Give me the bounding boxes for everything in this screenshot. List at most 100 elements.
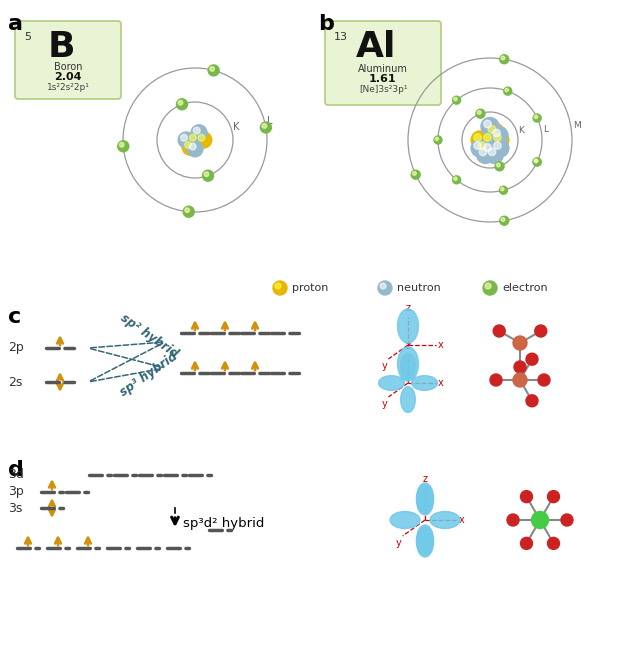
Circle shape: [484, 120, 491, 128]
Text: z: z: [422, 474, 427, 484]
Text: electron: electron: [502, 283, 548, 293]
Circle shape: [474, 142, 481, 149]
Circle shape: [499, 186, 507, 194]
Text: c: c: [8, 307, 21, 327]
Ellipse shape: [417, 525, 433, 555]
Circle shape: [520, 491, 532, 503]
Circle shape: [178, 132, 194, 148]
Circle shape: [187, 141, 203, 157]
Text: a: a: [8, 14, 23, 34]
Text: x: x: [438, 378, 444, 388]
Circle shape: [380, 283, 386, 289]
Circle shape: [476, 109, 485, 118]
Circle shape: [490, 374, 502, 386]
Circle shape: [486, 145, 504, 163]
Circle shape: [478, 142, 486, 149]
Ellipse shape: [379, 376, 404, 390]
Circle shape: [210, 67, 214, 71]
Circle shape: [533, 158, 541, 166]
Circle shape: [534, 115, 538, 119]
Ellipse shape: [417, 527, 433, 557]
Circle shape: [204, 172, 209, 176]
Circle shape: [181, 135, 188, 141]
Circle shape: [534, 159, 538, 163]
Circle shape: [275, 283, 281, 289]
Text: 3s: 3s: [8, 501, 22, 515]
Text: sp² hybrid: sp² hybrid: [118, 312, 181, 360]
Text: y: y: [381, 399, 388, 409]
Circle shape: [176, 99, 188, 110]
Circle shape: [481, 117, 499, 135]
Text: z: z: [406, 341, 410, 351]
Circle shape: [491, 139, 509, 157]
Circle shape: [478, 111, 481, 115]
Text: 13: 13: [334, 32, 348, 42]
Circle shape: [501, 187, 504, 190]
Ellipse shape: [412, 376, 437, 390]
Text: y: y: [396, 538, 401, 548]
Circle shape: [535, 325, 546, 337]
Circle shape: [262, 124, 266, 129]
Ellipse shape: [397, 309, 419, 343]
Circle shape: [526, 353, 538, 365]
Circle shape: [476, 145, 494, 163]
Circle shape: [471, 139, 489, 157]
Circle shape: [548, 537, 560, 549]
Circle shape: [501, 218, 505, 221]
Circle shape: [479, 148, 487, 156]
Circle shape: [484, 134, 491, 141]
Circle shape: [481, 141, 499, 159]
Circle shape: [534, 159, 538, 163]
Text: y: y: [381, 361, 388, 371]
Text: z: z: [406, 303, 410, 313]
Circle shape: [561, 514, 573, 526]
Circle shape: [118, 141, 129, 152]
Text: K: K: [519, 126, 524, 135]
Circle shape: [488, 148, 496, 156]
Text: B: B: [48, 30, 76, 64]
Circle shape: [476, 139, 494, 157]
Text: Boron: Boron: [54, 62, 82, 72]
Circle shape: [532, 511, 548, 529]
Circle shape: [520, 537, 532, 549]
Circle shape: [505, 89, 509, 92]
Ellipse shape: [397, 347, 419, 381]
Circle shape: [494, 142, 501, 149]
Text: L: L: [543, 125, 548, 134]
Ellipse shape: [417, 485, 433, 515]
Circle shape: [119, 143, 124, 147]
Circle shape: [500, 55, 509, 64]
Ellipse shape: [430, 511, 460, 529]
Circle shape: [501, 56, 505, 60]
Text: K: K: [233, 122, 239, 132]
Circle shape: [533, 114, 541, 122]
Circle shape: [492, 129, 501, 137]
Circle shape: [496, 163, 500, 167]
Text: 1.61: 1.61: [369, 74, 397, 84]
Circle shape: [185, 208, 189, 212]
Circle shape: [198, 135, 205, 141]
Circle shape: [434, 136, 442, 144]
Text: sp³d² hybrid: sp³d² hybrid: [183, 517, 265, 529]
Circle shape: [513, 336, 527, 350]
Circle shape: [189, 135, 196, 141]
Ellipse shape: [401, 354, 415, 380]
Circle shape: [411, 170, 420, 179]
Circle shape: [526, 395, 538, 407]
Text: b: b: [318, 14, 334, 34]
Circle shape: [493, 325, 505, 337]
Circle shape: [484, 144, 491, 151]
Circle shape: [491, 131, 509, 149]
Text: Aluminum: Aluminum: [358, 64, 408, 74]
Text: 2p: 2p: [8, 342, 24, 354]
Circle shape: [453, 96, 461, 104]
Circle shape: [182, 139, 198, 155]
Circle shape: [548, 491, 560, 503]
Text: M: M: [573, 121, 581, 131]
Text: Al: Al: [356, 30, 396, 64]
Circle shape: [189, 143, 196, 150]
Circle shape: [183, 206, 194, 217]
Text: [Ne]3s²3p¹: [Ne]3s²3p¹: [359, 85, 407, 94]
Text: x: x: [438, 340, 444, 350]
Circle shape: [481, 131, 499, 149]
